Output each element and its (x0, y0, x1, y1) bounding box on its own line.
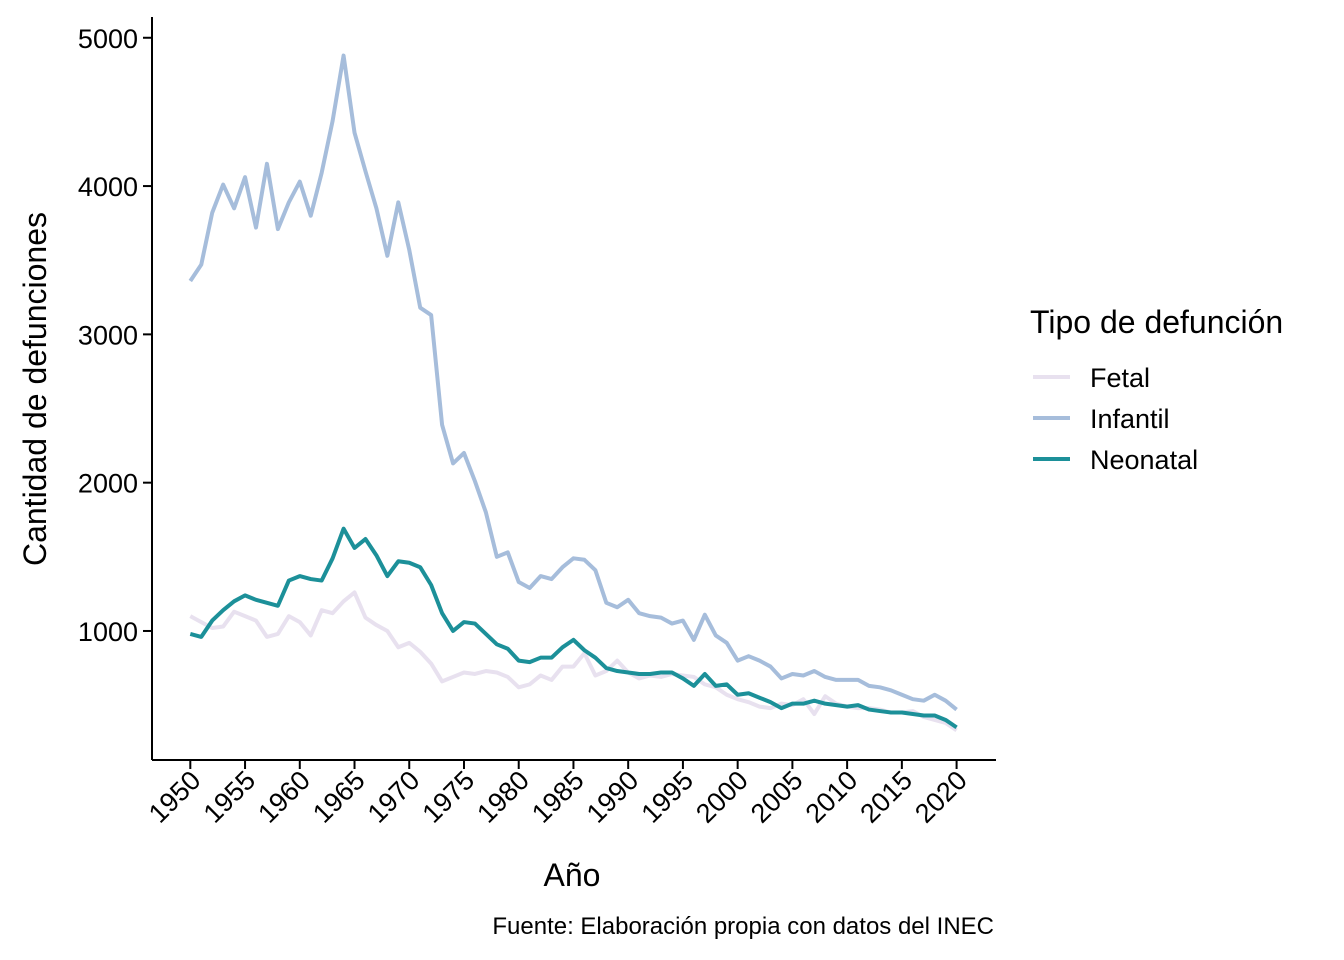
x-ticks: 1950195519601965197019751980198519901995… (143, 760, 973, 829)
x-tick-label: 1955 (198, 765, 262, 829)
y-tick-label: 5000 (78, 24, 138, 54)
y-axis: 1000 2000 3000 4000 5000 (78, 17, 153, 760)
x-tick-label: 1985 (526, 765, 590, 829)
x-tick-label: 1970 (362, 765, 426, 829)
legend-item-neonatal: Neonatal (1033, 445, 1198, 475)
x-tick-label: 1960 (252, 765, 316, 829)
x-tick-label: 1975 (417, 765, 481, 829)
legend: Tipo de defunción Fetal Infantil Neonatal (1030, 304, 1283, 475)
legend-label: Fetal (1090, 363, 1150, 393)
series-lines (188, 53, 958, 732)
series-line-neonatal (189, 526, 958, 730)
x-tick-label: 2000 (690, 765, 754, 829)
x-tick-label: 1965 (307, 765, 371, 829)
series-line-infantil (188, 53, 958, 712)
legend-title: Tipo de defunción (1030, 304, 1283, 340)
x-tick-label: 1950 (143, 765, 207, 829)
x-tick-label: 2015 (854, 765, 918, 829)
x-axis: 1950195519601965197019751980198519901995… (143, 759, 996, 829)
x-tick-label: 1995 (635, 765, 699, 829)
legend-items: Fetal Infantil Neonatal (1033, 363, 1198, 475)
legend-item-fetal: Fetal (1033, 363, 1150, 393)
y-tick-label: 2000 (78, 469, 138, 499)
series-line-fetal (189, 590, 958, 732)
x-tick-label: 2020 (909, 765, 973, 829)
legend-item-infantil: Infantil (1033, 404, 1170, 434)
x-tick-label: 2005 (745, 765, 809, 829)
y-axis-title: Cantidad de defunciones (17, 212, 53, 566)
y-tick-label: 3000 (78, 320, 138, 350)
x-tick-label: 2010 (800, 765, 864, 829)
y-tick-label: 1000 (78, 617, 138, 647)
x-tick-label: 1990 (581, 765, 645, 829)
y-tick-label: 4000 (78, 172, 138, 202)
x-axis-title: Año (544, 857, 601, 893)
x-tick-label: 1980 (471, 765, 535, 829)
y-ticks: 1000 2000 3000 4000 5000 (78, 24, 152, 647)
legend-label: Neonatal (1090, 445, 1198, 475)
legend-label: Infantil (1090, 404, 1170, 434)
caption: Fuente: Elaboración propia con datos del… (492, 913, 994, 940)
